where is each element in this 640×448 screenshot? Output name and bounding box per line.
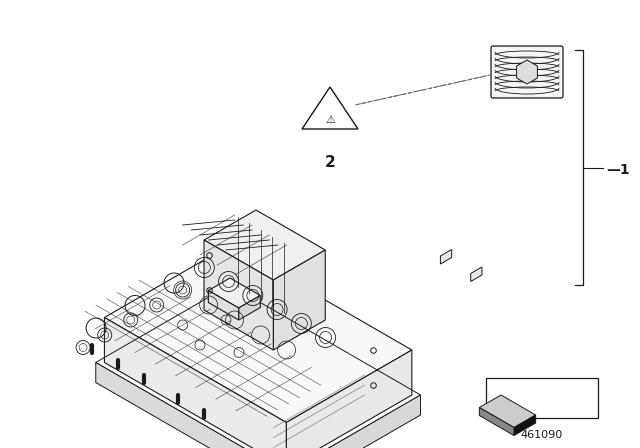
- Polygon shape: [516, 60, 538, 84]
- Polygon shape: [286, 395, 420, 448]
- Text: 2: 2: [324, 155, 335, 170]
- Text: —1: —1: [606, 163, 630, 177]
- Bar: [486, 378, 598, 418]
- Text: 461090: 461090: [521, 430, 563, 440]
- Polygon shape: [286, 350, 412, 448]
- Polygon shape: [96, 362, 286, 448]
- FancyBboxPatch shape: [491, 46, 563, 98]
- Polygon shape: [209, 290, 239, 320]
- Polygon shape: [479, 395, 536, 427]
- Polygon shape: [514, 415, 536, 435]
- Polygon shape: [204, 210, 325, 280]
- Polygon shape: [239, 296, 260, 320]
- Polygon shape: [273, 250, 325, 350]
- Polygon shape: [440, 250, 452, 264]
- Polygon shape: [204, 240, 273, 350]
- Polygon shape: [209, 278, 260, 308]
- Polygon shape: [104, 245, 412, 422]
- Polygon shape: [104, 318, 286, 448]
- Polygon shape: [302, 87, 358, 129]
- Text: ⚠: ⚠: [325, 115, 335, 125]
- Polygon shape: [471, 267, 482, 281]
- Polygon shape: [479, 408, 514, 435]
